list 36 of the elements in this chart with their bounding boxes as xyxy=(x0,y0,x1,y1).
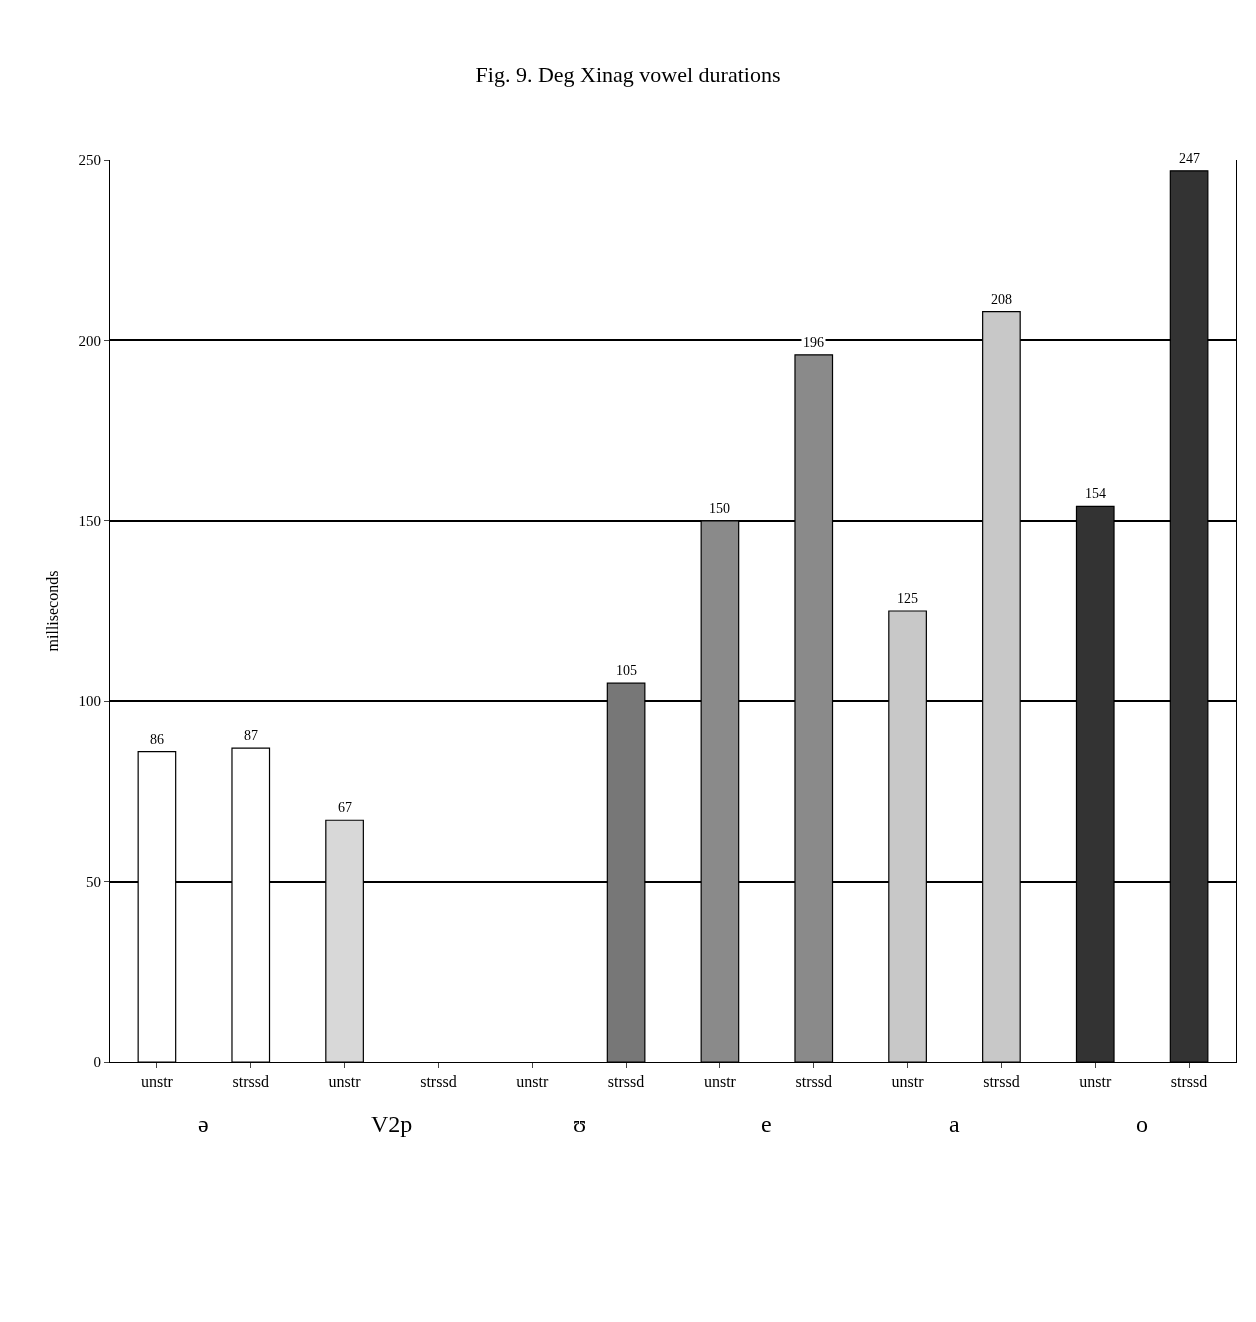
data-label: 87 xyxy=(244,728,258,743)
x-tick-label: unstr xyxy=(891,1073,925,1091)
x-tick-label: strssd xyxy=(983,1073,1020,1091)
text: V2p xyxy=(371,1111,413,1137)
text: ʊ xyxy=(573,1111,587,1137)
data-label: 150 xyxy=(709,501,730,516)
data-label: 125 xyxy=(897,591,918,606)
x-tick-label: strssd xyxy=(795,1073,832,1091)
y-tick-label: 150 xyxy=(78,513,101,530)
x-tick-label: strssd xyxy=(1170,1073,1208,1091)
data-label: 154 xyxy=(1085,486,1106,501)
x-tick-label: unstr xyxy=(140,1073,174,1091)
y-axis-title: milliseconds xyxy=(44,570,62,652)
text: ə xyxy=(198,1111,209,1137)
data-label: 208 xyxy=(991,292,1012,307)
x-tick-label: unstr xyxy=(703,1073,737,1091)
x-tick-label: unstr xyxy=(1079,1073,1112,1091)
y-tick-label: 250 xyxy=(78,152,101,169)
y-tick-label: 100 xyxy=(78,693,101,710)
text: o xyxy=(1136,1111,1148,1137)
x-tick-label: unstr xyxy=(516,1073,549,1091)
y-tick-label: 200 xyxy=(78,332,101,349)
data-label: 247 xyxy=(1179,151,1200,166)
y-tick-label: 50 xyxy=(86,873,101,890)
chart-title: Fig. 9. Deg Xinag vowel durations xyxy=(475,61,781,87)
x-tick-label: strssd xyxy=(420,1073,457,1091)
x-tick-label: strssd xyxy=(232,1073,269,1091)
text: a xyxy=(949,1111,960,1137)
x-tick-label: strssd xyxy=(607,1073,645,1091)
data-label: 86 xyxy=(150,732,164,747)
data-label: 67 xyxy=(338,800,352,815)
data-label: 196 xyxy=(803,335,824,350)
y-tick-label: 0 xyxy=(93,1054,101,1071)
text: e xyxy=(761,1111,772,1137)
x-tick-label: unstr xyxy=(328,1073,362,1091)
data-label: 105 xyxy=(616,663,637,678)
